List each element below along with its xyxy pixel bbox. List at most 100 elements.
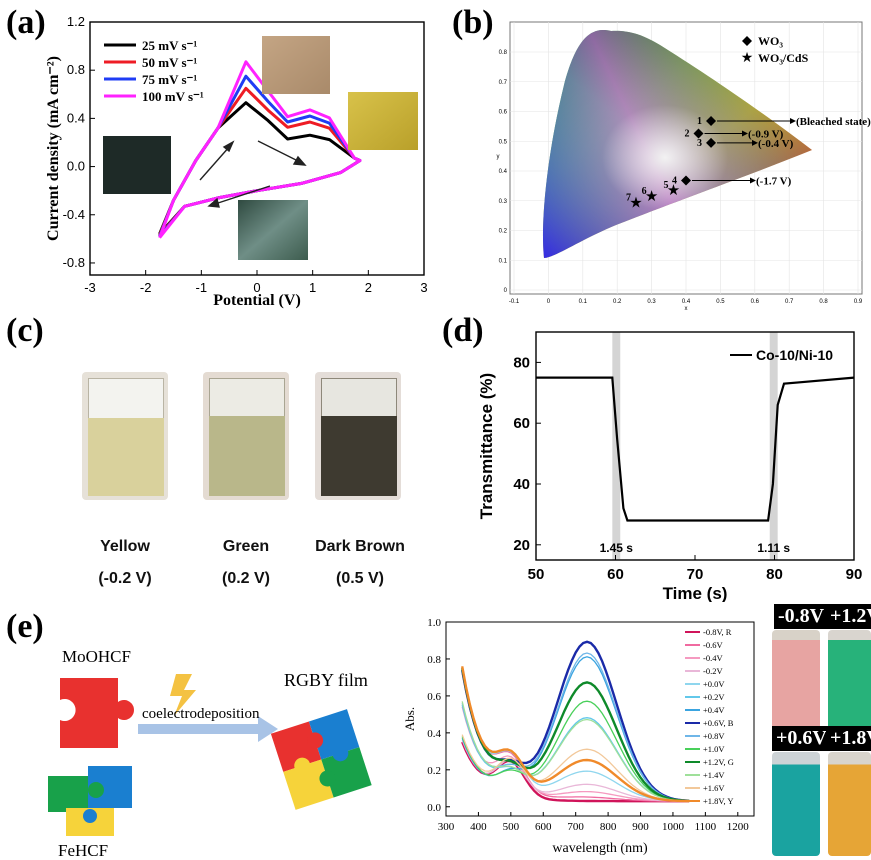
x-tick-label-d: 70 [687,566,704,583]
x-tick-label-d: 60 [607,566,624,583]
panel-e: (e) [0,602,871,860]
plot-frame-d [535,331,855,561]
x-tick-label-a: 1 [309,280,316,295]
legend-label-e-9: +0.8V [703,731,725,741]
x-tick-label-e: 300 [438,821,455,833]
abs-series-11 [461,667,690,803]
x-tick-label-b: 0 [547,299,551,305]
y-tick-label-e: 0.0 [427,802,441,814]
vial-yellow [828,752,871,856]
x-tick-label-e: 1100 [695,821,717,833]
color-label-dark-brown: Dark Brown [315,538,405,555]
wo3cds-point-1: ★ [667,183,680,199]
y-tick-label-b: 0.4 [499,169,508,175]
moohcf-label: MoOHCF [62,647,131,666]
y-axis-label-a: Current density (mA cm⁻²) [45,56,62,241]
y-tick-label-b: 0.2 [499,229,508,235]
annotation-arrowhead-1 [790,118,796,125]
color-label-yellow: Yellow [100,538,150,555]
vial-label-blue: +0.6V [772,726,831,751]
abs-series-7 [461,656,690,802]
y-tick-label-e: 0.2 [427,765,441,777]
wo3-point-1 [706,116,717,127]
cuvette-green [203,372,289,500]
cuvette-dark-brown [315,372,401,500]
transmittance-series [536,376,855,522]
vial-label-yellow: +1.8V [826,726,871,751]
x-tick-label-b: 0.7 [785,299,794,305]
y-axis-label-b: y [497,154,500,160]
x-tick-label-a: -1 [196,280,208,295]
x-axis-label-b: x [685,306,688,310]
x-tick-label-b: 0.2 [613,299,622,305]
panel-c: (c) Yellow Green Dark Brown (-0.2 V) (0.… [0,312,440,602]
legend-label-wo3: WO₃ [758,34,783,48]
x-tick-label-a: 3 [420,280,427,295]
abs-series-2 [461,673,690,802]
y-axis-label-d: Transmittance (%) [477,373,496,519]
vial-red [772,630,820,730]
annotation-arrowhead-2 [742,130,748,137]
photo-dark-film [103,136,171,194]
y-tick-label-d: 20 [513,537,530,554]
x-tick-label-e: 1200 [727,821,750,833]
point-number-1: 1 [697,116,702,127]
y-tick-label-b: 0.8 [499,50,508,56]
time-label-1: 1.45 s [600,541,634,555]
x-tick-label-e: 1000 [662,821,685,833]
x-tick-label-e: 900 [632,821,649,833]
color-label-green: Green [222,538,270,555]
panel-d: (d) 50 60 70 80 90 20 40 60 80 Time (s) Transmitta… [440,312,871,603]
panel-b: (b) -0.1 0 0.1 0.2 0.3 0.4 0.5 0.6 0.7 0.8 0.9 0 0.1… [440,0,871,311]
legend-label-e-12: +1.4V [703,770,725,780]
highlight-band-1 [612,332,621,560]
y-tick-label-d: 80 [513,354,530,371]
x-axis-label-e: wavelength (nm) [552,841,648,856]
rgby-schematic: MoOHCF FeHCF coelectrodeposition RGBY fi… [48,647,372,860]
legend-marker-wo3 [742,36,752,46]
legend-marker-wo3cds: ★ [741,51,754,66]
annotation-arrowhead-3 [752,139,758,146]
transmittance-chart: 50 60 70 80 90 20 40 60 80 Time (s) Transmittance … [477,331,863,602]
x-tick-label-b: 0.3 [647,299,656,305]
vial-label-red: -0.8V [774,604,829,629]
abs-series-10 [461,700,690,802]
point-number-4: 4 [672,175,677,186]
y-tick-label-a: 0.0 [67,159,85,174]
photo-tan-film [262,36,330,94]
x-tick-label-b: 0.8 [819,299,828,305]
legend-label-e-4: -0.2V [703,666,723,676]
annotation-1: (Bleached state) [796,116,871,128]
x-tick-label-b: 0.5 [716,299,725,305]
x-tick-label-d: 90 [846,566,863,583]
x-tick-label-b: 0.4 [682,299,691,305]
y-axis-label-e: Abs. [402,707,417,731]
legend-label-a-4: 100 mV s⁻¹ [142,89,204,104]
x-tick-label-e: 800 [600,821,617,833]
vial-green [828,630,871,730]
y-tick-label-d: 40 [513,476,530,493]
legend-label-e-1: -0.8V, R [703,627,732,637]
legend-label-a-1: 25 mV s⁻¹ [142,38,197,53]
legend-label-e-14: +1.8V, Y [703,796,734,806]
legend-label-e-10: +1.0V [703,744,725,754]
process-label: coelectrodeposition [142,706,260,722]
x-tick-label-a: -2 [140,280,152,295]
x-tick-label-d: 50 [528,566,545,583]
y-tick-label-e: 1.0 [427,617,441,629]
x-tick-label-d: 80 [766,566,783,583]
fehcf-label: FeHCF [58,841,108,860]
wo3cds-point-3: ★ [629,195,642,211]
abs-series-9 [461,652,690,802]
y-tick-label-b: 0 [504,288,508,294]
x-tick-label-b: 0.9 [854,299,863,305]
x-tick-label-e: 400 [470,821,487,833]
legend-label-e-8: +0.6V, B [703,718,734,728]
wo3cds-point-2: ★ [645,189,658,205]
x-tick-label-e: 700 [567,821,584,833]
legend-label-e-2: -0.6V [703,640,723,650]
panel-label-a: (a) [6,4,46,41]
absorbance-chart: 300 400 500 600 700 800 900 1000 1100 1200 0.0 0.2 0… [402,617,755,856]
y-tick-label-e: 0.8 [427,654,441,666]
legend-label-e-13: +1.6V [703,783,725,793]
